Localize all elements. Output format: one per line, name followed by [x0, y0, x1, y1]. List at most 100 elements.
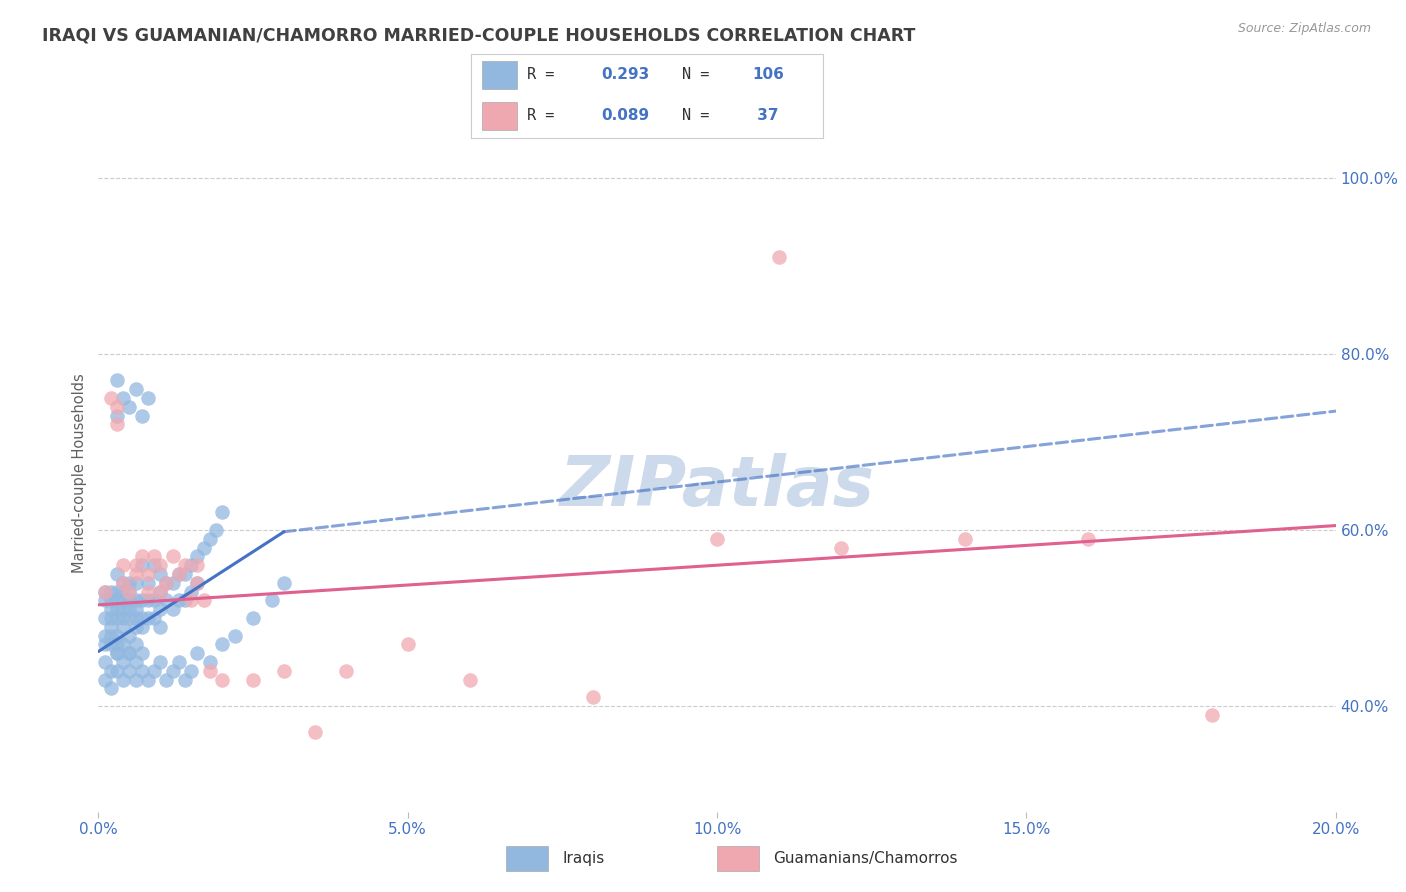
Point	[186, 558, 208, 573]
Point	[105, 646, 128, 660]
Point	[242, 673, 264, 687]
Point	[118, 602, 141, 616]
Point	[149, 655, 172, 669]
Point	[186, 549, 208, 564]
Point	[105, 409, 128, 423]
Text: 106: 106	[752, 67, 785, 82]
Y-axis label: Married-couple Households: Married-couple Households	[72, 373, 87, 573]
Point	[93, 673, 115, 687]
Point	[100, 584, 122, 599]
Point	[124, 567, 146, 582]
Point	[143, 549, 166, 564]
Bar	[482, 102, 517, 130]
Text: Source: ZipAtlas.com: Source: ZipAtlas.com	[1237, 22, 1371, 36]
Point	[273, 575, 295, 590]
Bar	[506, 847, 548, 871]
Point	[100, 620, 122, 634]
Text: IRAQI VS GUAMANIAN/CHAMORRO MARRIED-COUPLE HOUSEHOLDS CORRELATION CHART: IRAQI VS GUAMANIAN/CHAMORRO MARRIED-COUP…	[42, 27, 915, 45]
Point	[93, 655, 115, 669]
Point	[124, 602, 146, 616]
Point	[131, 611, 153, 625]
Point	[149, 602, 172, 616]
Point	[124, 593, 146, 607]
Point	[155, 673, 177, 687]
Point	[112, 655, 135, 669]
Point	[105, 602, 128, 616]
Point	[162, 664, 184, 678]
Point	[105, 637, 128, 651]
Point	[131, 664, 153, 678]
Point	[105, 646, 128, 660]
Point	[706, 532, 728, 546]
Point	[112, 391, 135, 405]
Point	[112, 558, 135, 573]
Point	[143, 593, 166, 607]
Point	[136, 567, 159, 582]
Point	[124, 620, 146, 634]
Point	[105, 629, 128, 643]
Point	[118, 400, 141, 414]
Point	[100, 664, 122, 678]
Point	[124, 382, 146, 396]
Point	[118, 646, 141, 660]
Point	[136, 593, 159, 607]
Point	[136, 575, 159, 590]
Point	[118, 584, 141, 599]
Text: 0.089: 0.089	[602, 108, 650, 123]
Point	[167, 655, 190, 669]
Point	[143, 611, 166, 625]
Point	[143, 558, 166, 573]
Point	[260, 593, 283, 607]
Point	[105, 567, 128, 582]
Point	[768, 250, 790, 264]
Point	[149, 558, 172, 573]
Point	[149, 567, 172, 582]
Point	[112, 593, 135, 607]
Point	[1201, 707, 1223, 722]
Point	[242, 611, 264, 625]
Point	[93, 637, 115, 651]
Point	[211, 673, 233, 687]
Text: Guamanians/Chamorros: Guamanians/Chamorros	[773, 851, 957, 866]
Point	[93, 611, 115, 625]
Point	[124, 575, 146, 590]
Point	[100, 593, 122, 607]
Point	[100, 637, 122, 651]
Point	[1077, 532, 1099, 546]
Point	[582, 690, 605, 705]
Point	[100, 629, 122, 643]
Point	[458, 673, 481, 687]
Point	[124, 655, 146, 669]
Point	[112, 602, 135, 616]
Text: R =: R =	[527, 108, 564, 123]
Point	[112, 637, 135, 651]
Point	[186, 575, 208, 590]
Point	[174, 593, 197, 607]
Point	[118, 611, 141, 625]
Point	[112, 620, 135, 634]
Text: 37: 37	[752, 108, 779, 123]
Point	[93, 584, 115, 599]
Point	[118, 664, 141, 678]
Point	[193, 541, 215, 555]
Point	[174, 558, 197, 573]
Point	[174, 567, 197, 582]
Point	[100, 681, 122, 696]
Point	[112, 575, 135, 590]
Point	[180, 584, 202, 599]
Point	[100, 611, 122, 625]
Point	[335, 664, 357, 678]
Point	[124, 611, 146, 625]
Point	[186, 646, 208, 660]
Text: N =: N =	[682, 108, 718, 123]
Point	[953, 532, 976, 546]
Point	[136, 673, 159, 687]
Point	[112, 575, 135, 590]
Point	[124, 673, 146, 687]
Text: Iraqis: Iraqis	[562, 851, 605, 866]
Point	[155, 575, 177, 590]
Point	[118, 575, 141, 590]
Point	[105, 373, 128, 387]
Point	[396, 637, 419, 651]
Point	[162, 602, 184, 616]
